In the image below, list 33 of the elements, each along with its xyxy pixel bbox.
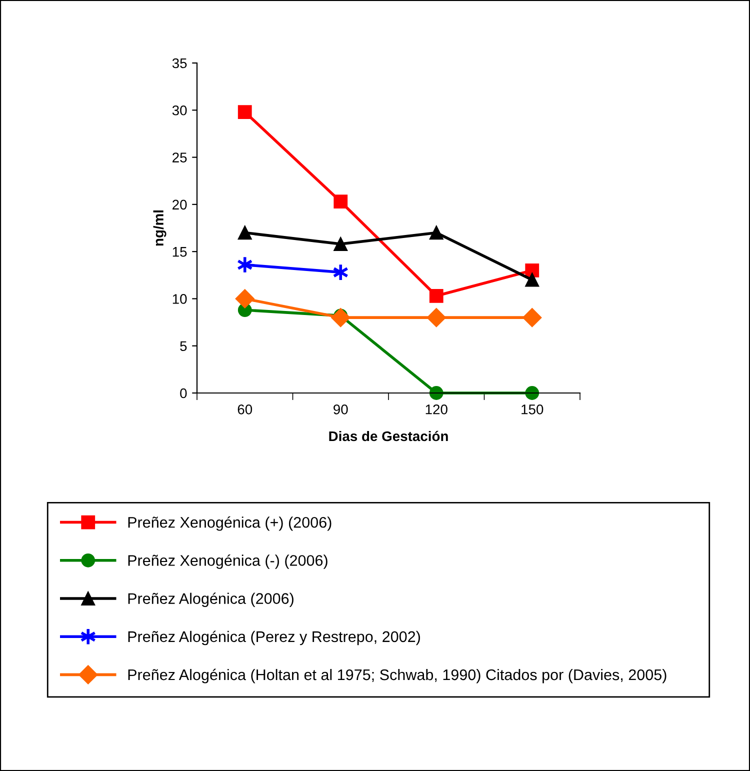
point — [522, 308, 542, 328]
point — [235, 289, 254, 308]
point — [525, 386, 540, 400]
point — [334, 237, 348, 251]
legend-label: Preñez Alogénica (2006) — [128, 592, 294, 608]
point — [331, 308, 350, 328]
point — [525, 272, 540, 287]
point — [429, 288, 444, 303]
legend-label: Preñez Alogénica (Holtan et al 1975; Schwab, 1990) Citados por (Davies, 2005) — [128, 668, 666, 684]
x-axis-title: Dias de Gestación — [329, 430, 448, 442]
point — [238, 105, 252, 119]
x-tick-label: 120 — [426, 404, 448, 414]
y-tick-label: 10 — [172, 294, 187, 304]
legend-label: Preñez Xenogénica (-) (2006) — [128, 554, 328, 569]
x-tick-label: 150 — [522, 404, 544, 414]
y-tick-label: 5 — [180, 341, 187, 352]
y-tick-label: 30 — [172, 105, 187, 116]
y-tick-label: 15 — [172, 247, 187, 257]
x-tick-label: 60 — [238, 404, 252, 414]
y-tick-label: 20 — [172, 200, 187, 210]
x-tick-label: 90 — [334, 404, 348, 414]
point — [525, 263, 540, 278]
point — [429, 386, 444, 400]
y-axis-title: ng/ml — [153, 210, 166, 246]
y-tick-label: 25 — [172, 152, 187, 162]
point — [334, 194, 348, 209]
y-tick-label: 35 — [172, 58, 187, 68]
legend-label: Preñez Alogénica (Perez y Restrepo, 2002) — [128, 630, 420, 646]
point — [429, 226, 444, 240]
y-tick-label: 0 — [180, 388, 187, 398]
point — [426, 308, 446, 328]
point — [238, 226, 252, 240]
legend-label: Preñez Xenogénica (+) (2006) — [128, 516, 332, 531]
